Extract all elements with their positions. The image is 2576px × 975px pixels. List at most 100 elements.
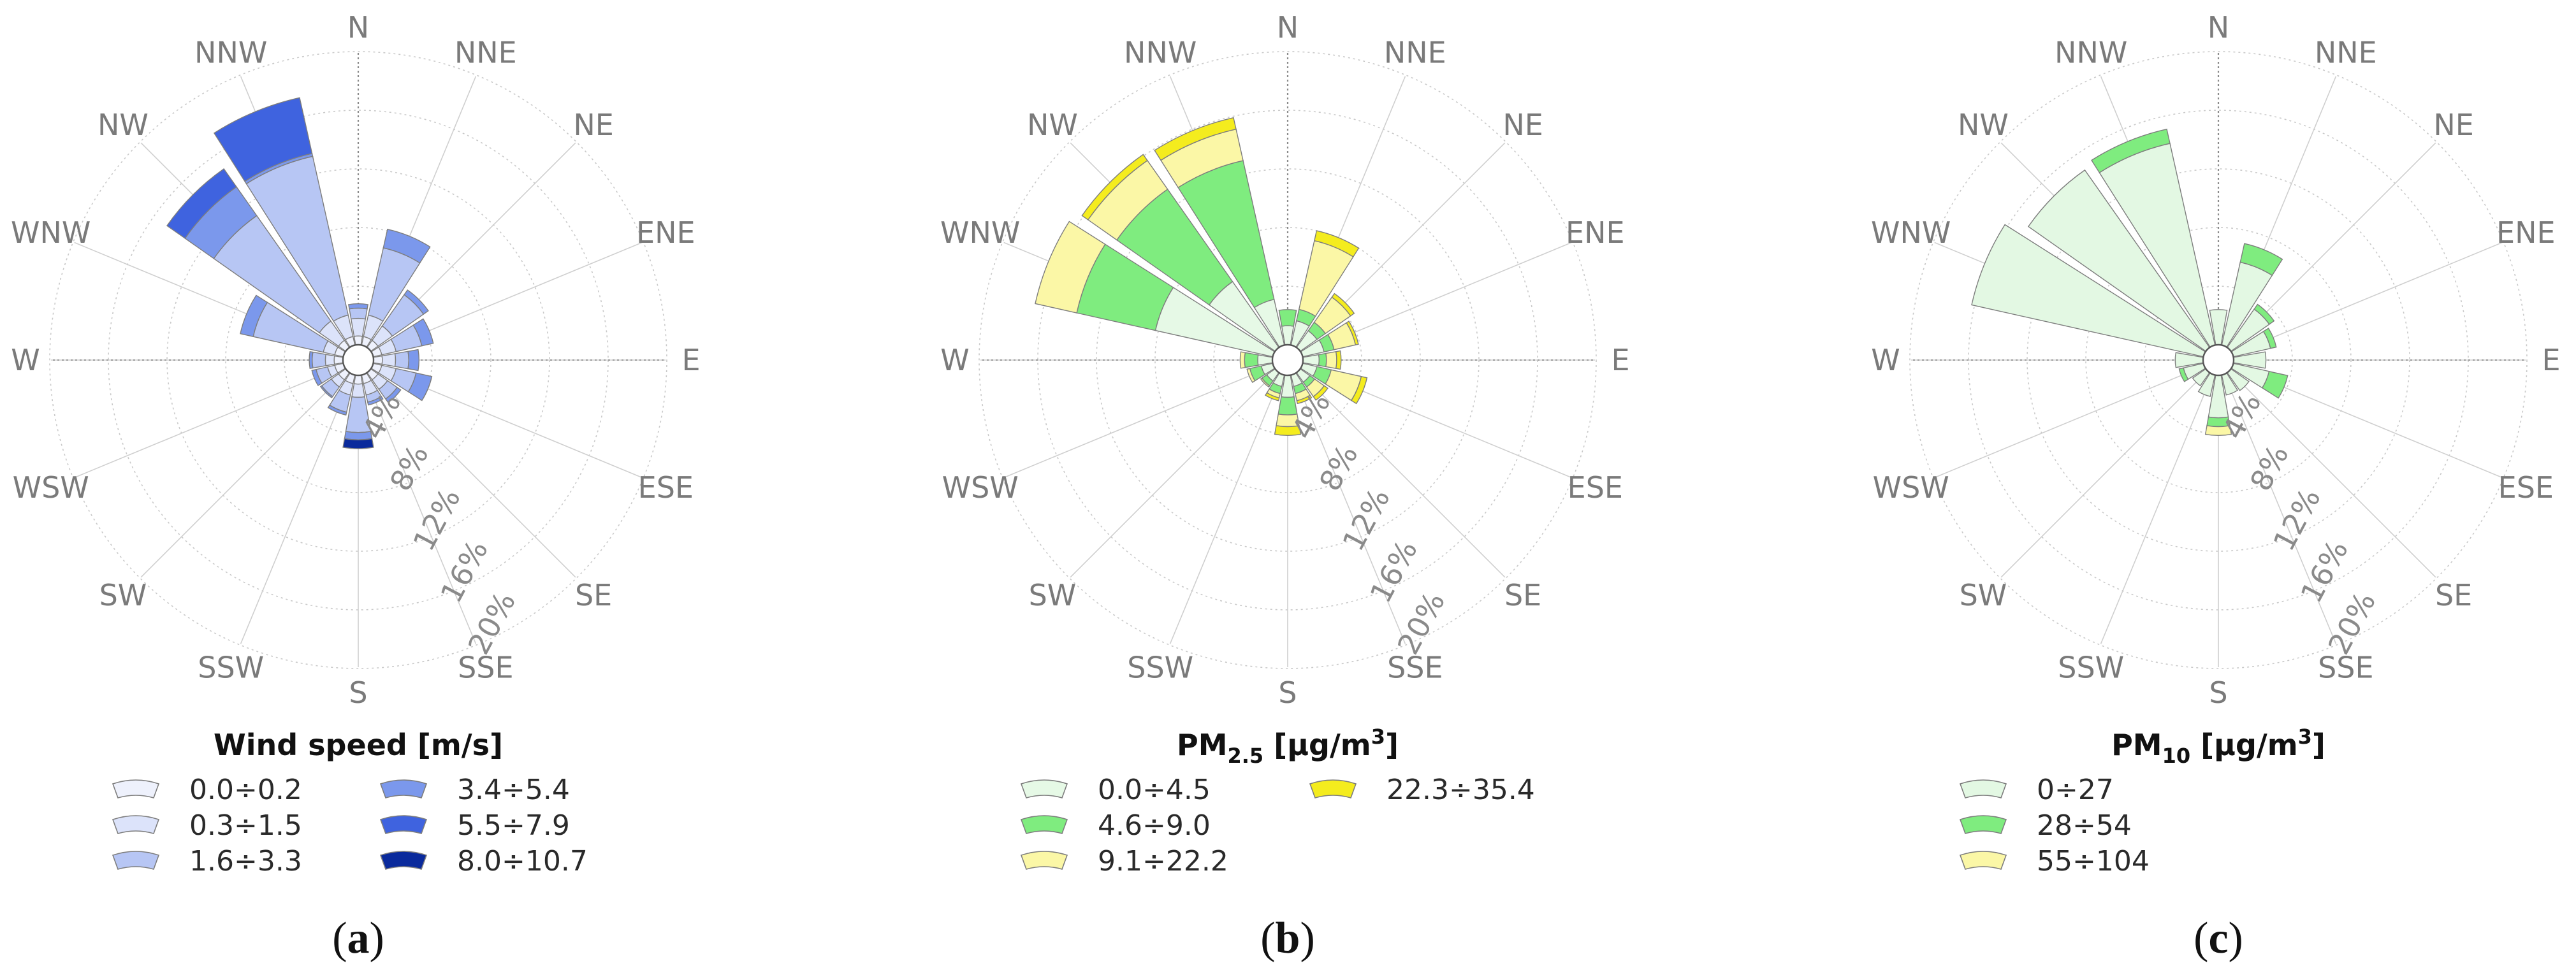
rose-bar-ne-series-4 [1331,292,1355,317]
direction-label-sw: SW [1960,578,2007,612]
direction-label-ese: ESE [1568,470,1623,505]
rose-bar-ssw-series-4 [327,404,347,416]
legend-title: PM10 [µg/m3] [2111,725,2325,768]
direction-label-s: S [2209,675,2227,710]
direction-label-ene: ENE [2496,215,2556,250]
legend-title: PM2.5 [µg/m3] [1177,725,1399,768]
rose-bar-e-series-3 [394,350,409,370]
ring-label: 20% [1391,586,1452,660]
direction-label-ene: ENE [1566,215,1625,250]
panel-caption: (b) [1260,914,1315,963]
legend-title: Wind speed [m/s] [214,728,503,762]
rose-bar-s-series-6 [342,438,374,449]
legend-title-subscript: 2.5 [1227,744,1263,768]
direction-label-w: W [940,343,969,377]
rose-bar-wsw-series-4 [311,368,323,386]
direction-label-nne: NNE [2315,36,2377,70]
legend-title-unit-close: ] [1385,728,1399,762]
legend-wind-speed: Wind speed [m/s] 0.0÷0.20.3÷1.51.6÷3.3 3.4… [112,728,588,877]
caption-paren-open: ( [332,914,347,963]
direction-label-wnw: WNW [940,215,1020,250]
rose-bar-e-series-2 [1318,352,1327,368]
ring-label: 20% [462,586,523,660]
legend-title-subscript: 10 [2162,744,2191,768]
direction-label-ese: ESE [638,470,694,505]
legend-swatch [379,851,428,870]
rose-bar-nw-series-4 [1081,154,1148,220]
rose-bar-sse-series-4 [367,396,384,406]
legend-swatch [1959,815,2007,834]
rose-bar-ssw-series-4 [1264,392,1280,401]
legend-swatch [379,815,428,834]
legend-title-text: Wind speed [m/s] [214,728,503,762]
rose-bar-nnw-series-4 [1154,117,1237,161]
direction-label-nw: NW [1958,108,2009,142]
rose-bar-ene-series-4 [1346,321,1359,346]
rose-bar-e-series-3 [1325,350,1337,370]
direction-label-ne: NE [1503,108,1543,142]
ring-label: 8% [383,439,435,496]
wind-rose-panel-c: N NNE NE ENE E ESE SE SSE S SSW SW WSW W WNW NW NNW 4%8… [1871,10,2561,710]
direction-label-nw: NW [1027,108,1078,142]
rose-bar-n-series-4 [347,303,369,310]
rose-bar-w-series-3 [1239,351,1246,369]
grid-spoke [2000,370,2208,578]
rose-bar-w-series-2 [324,354,335,366]
rose-bar-w-series-3 [312,351,326,369]
grid-spoke [363,373,477,644]
legend-label: 0.3÷1.5 [189,809,302,842]
direction-labels: N NNE NE ENE E ESE SE SSE S SSW SW WSW W WNW NW NNW [1871,10,2561,710]
direction-label-sse: SSE [458,650,513,684]
legend-swatch [1309,779,1357,798]
rose-bar-ese-series-2 [2261,370,2289,399]
rose-bar-se-series-4 [384,386,402,403]
grid-spoke [368,370,576,578]
direction-label-w: W [1871,343,1900,377]
legend-title-superscript: 3 [1371,725,1385,749]
rose-bar-nw-series-5 [166,168,237,239]
direction-label-se: SE [1504,578,1541,612]
direction-label-w: W [11,343,40,377]
direction-label-nnw: NNW [2055,36,2127,70]
rose-bar-nne-series-4 [1314,230,1360,257]
grid-spoke [240,373,353,644]
direction-label-ne: NE [573,108,613,142]
direction-label-wsw: WSW [1873,470,1949,505]
rose-bar-s-series-4 [1274,425,1302,436]
legend-swatch [1020,815,1068,834]
direction-label-ssw: SSW [1127,650,1193,684]
grid-spoke [1070,370,1277,578]
rose-bar-sw-series-4 [319,385,333,399]
rose-bar-nnw-series-5 [213,97,313,182]
rose-bar-ene-series-2 [2262,328,2277,349]
direction-label-n: N [2208,10,2229,45]
center-hole [2202,343,2235,377]
direction-label-nne: NNE [1384,36,1446,70]
grid-ring [979,51,1597,669]
rose-bars [1035,117,1368,436]
rose-bar-n-series-3 [349,307,368,320]
caption-paren-close: ) [2229,914,2243,963]
center-hole [1271,343,1304,377]
caption-letter: c [2208,914,2228,963]
legend-swatch [1959,779,2007,798]
legend-label: 22.3÷35.4 [1386,774,1535,806]
legend-label: 0÷27 [2037,774,2114,806]
rose-bar-s-series-2 [351,383,365,398]
rose-bar-ese-series-4 [407,372,433,401]
caption-paren-open: ( [1260,914,1275,963]
ring-label: 8% [2243,439,2296,496]
direction-label-wsw: WSW [13,470,89,505]
direction-label-ese: ESE [2498,470,2554,505]
grid-spoke [140,370,348,578]
caption-paren-open: ( [2194,914,2208,963]
legend-label: 4.6÷9.0 [1098,809,1211,842]
grid-ring [49,51,667,669]
direction-label-wsw: WSW [942,470,1019,505]
direction-label-nne: NNE [455,36,517,70]
legend-swatch [112,779,160,798]
direction-label-nnw: NNW [194,36,267,70]
direction-label-wnw: WNW [1871,215,1951,250]
caption-paren-close: ) [1300,914,1314,963]
